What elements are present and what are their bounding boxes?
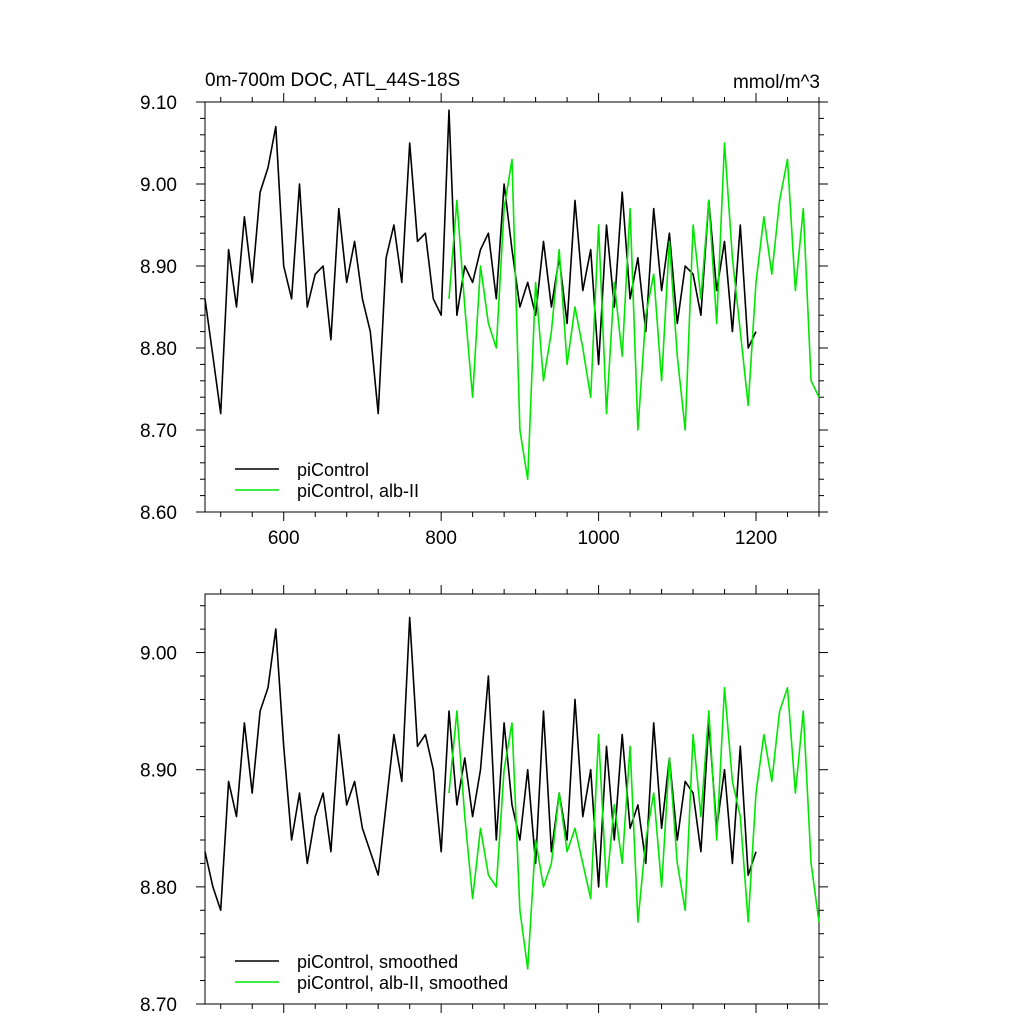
top-ytick-label: 8.80 <box>140 339 177 360</box>
legend-label-picontrol-alb-ii: piControl, alb-II <box>297 481 419 501</box>
top-xtick-label: 1200 <box>735 528 777 549</box>
bottom-legend: piControl, smoothed piControl, alb-II, s… <box>235 952 508 993</box>
top-chart-units: mmol/m^3 <box>733 72 820 93</box>
bottom-ytick-label: 8.70 <box>140 995 177 1016</box>
legend-label-picontrol-smoothed: piControl, smoothed <box>297 952 458 972</box>
bottom-ytick-label: 9.00 <box>140 644 177 665</box>
legend-label-picontrol-alb-ii-smoothed: piControl, alb-II, smoothed <box>297 973 508 993</box>
top-ytick-label: 9.00 <box>140 175 177 196</box>
top-series-line-picontrol-alb-ii <box>448 142 820 481</box>
top-xtick-label: 800 <box>425 528 457 549</box>
top-series-group <box>204 109 820 481</box>
bottom-series-group <box>204 616 820 970</box>
top-legend: piControl piControl, alb-II <box>235 460 419 501</box>
top-xtick-label: 600 <box>268 528 300 549</box>
bottom-ytick-label: 8.80 <box>140 878 177 899</box>
top-plot-frame <box>204 101 820 513</box>
top-xtick-label: 1000 <box>577 528 619 549</box>
top-chart-panel: 0m-700m DOC, ATL_44S-18S mmol/m^3 600 800… <box>140 70 828 549</box>
bottom-ytick-label: 8.90 <box>140 761 177 782</box>
top-axes-ticks: 600 800 1000 1200 8.60 8.70 8.80 8.90 9.00 9.10 <box>140 93 828 549</box>
top-ytick-label: 9.10 <box>140 93 177 114</box>
bottom-axes-ticks: 8.70 8.80 8.90 9.00 <box>140 585 828 1016</box>
top-ytick-label: 8.60 <box>140 503 177 524</box>
top-ytick-label: 8.70 <box>140 421 177 442</box>
legend-label-picontrol: piControl <box>297 460 369 480</box>
bottom-chart-panel: 8.70 8.80 8.90 9.00 piControl, smoothed piC… <box>140 585 828 1016</box>
top-chart-title: 0m-700m DOC, ATL_44S-18S <box>205 70 460 91</box>
top-series-line-picontrol <box>204 109 757 415</box>
bottom-series-line-picontrol <box>204 616 757 912</box>
bottom-series-line-picontrol-alb-ii <box>448 686 820 970</box>
bottom-plot-frame <box>204 593 820 1005</box>
top-ytick-label: 8.90 <box>140 257 177 278</box>
